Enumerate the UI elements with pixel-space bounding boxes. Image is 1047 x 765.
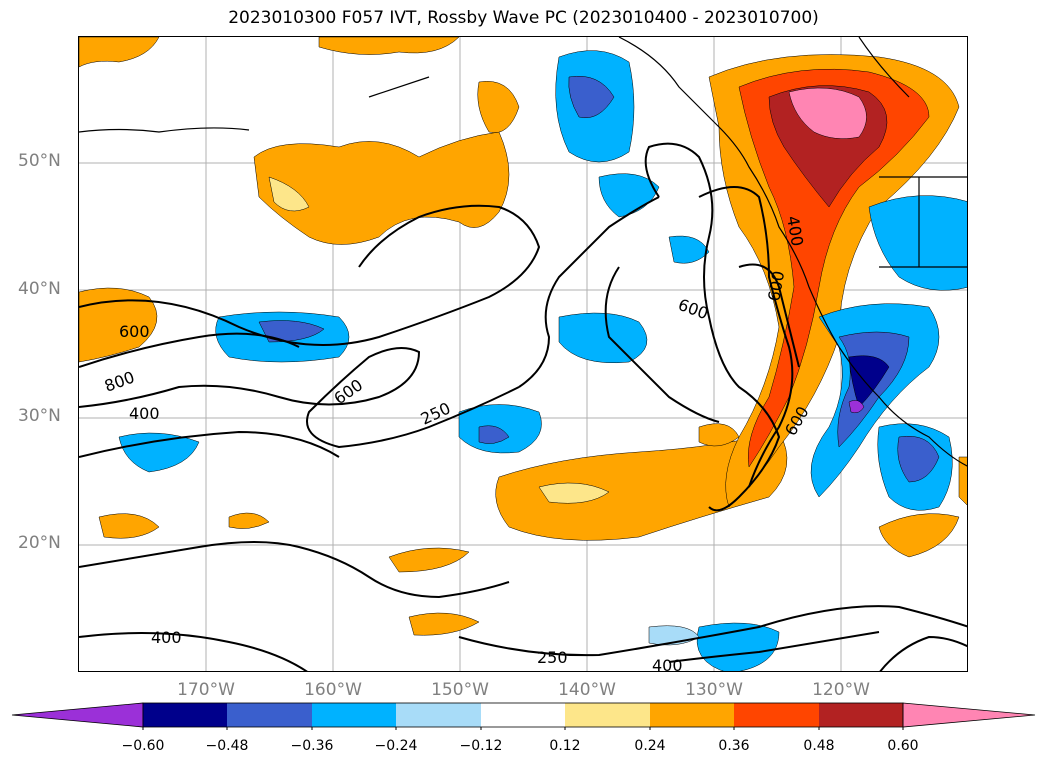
colorbar-tick: −0.36: [290, 738, 334, 754]
lat-label-20n: 20°N: [18, 533, 61, 553]
lon-label-130w: 130°W: [685, 680, 743, 700]
ivt-map: 600 800 400 600 250 600 400 600 600 250 …: [79, 37, 967, 672]
contour-label: 400: [151, 628, 182, 647]
colorbar-tick: −0.24: [374, 738, 418, 754]
contour-label: 600: [330, 375, 366, 408]
colorbar-segment: [481, 703, 565, 727]
lon-label-150w: 150°W: [431, 680, 489, 700]
colorbar-segment: [734, 703, 819, 727]
contour-label: 800: [102, 367, 137, 395]
colorbar-segment: [312, 703, 396, 727]
colorbar-segment: [396, 703, 481, 727]
colorbar-segment: [819, 703, 903, 727]
lon-label-160w: 160°W: [304, 680, 362, 700]
colorbar-tick: 0.24: [634, 738, 666, 754]
colorbar-extend-min: [11, 702, 144, 728]
colorbar-tick: 0.48: [803, 738, 835, 754]
contour-label: 400: [652, 656, 683, 672]
positive-anomaly-fills: [79, 37, 967, 636]
lon-label-120w: 120°W: [812, 680, 870, 700]
contour-label: 400: [129, 404, 160, 423]
colorbar-tick: −0.12: [459, 738, 503, 754]
colorbar-segment: [143, 703, 227, 727]
contour-label: 600: [119, 322, 150, 341]
lon-label-170w: 170°W: [177, 680, 235, 700]
lat-label-50n: 50°N: [18, 151, 61, 171]
lat-label-30n: 30°N: [18, 406, 61, 426]
coastlines: [79, 37, 967, 467]
colorbar-tick: −0.48: [205, 738, 249, 754]
colorbar-segment: [227, 703, 312, 727]
lat-label-40n: 40°N: [18, 279, 61, 299]
colorbar-extend-max: [902, 702, 1036, 728]
contour-label: 250: [537, 648, 568, 667]
ivt-contours: [79, 142, 967, 671]
map-title: 2023010300 F057 IVT, Rossby Wave PC (202…: [228, 8, 819, 28]
colorbar-tick: −0.60: [121, 738, 165, 754]
colorbar: [11, 702, 1036, 730]
colorbar-tick: 0.12: [549, 738, 581, 754]
colorbar-tick: 0.36: [718, 738, 750, 754]
colorbar-outline: [142, 702, 904, 728]
lon-label-140w: 140°W: [558, 680, 616, 700]
map-panel[interactable]: 600 800 400 600 250 600 400 600 600 250 …: [78, 36, 968, 672]
colorbar-segment: [565, 703, 650, 727]
colorbar-tick: 0.60: [887, 738, 919, 754]
colorbar-segment: [650, 703, 734, 727]
